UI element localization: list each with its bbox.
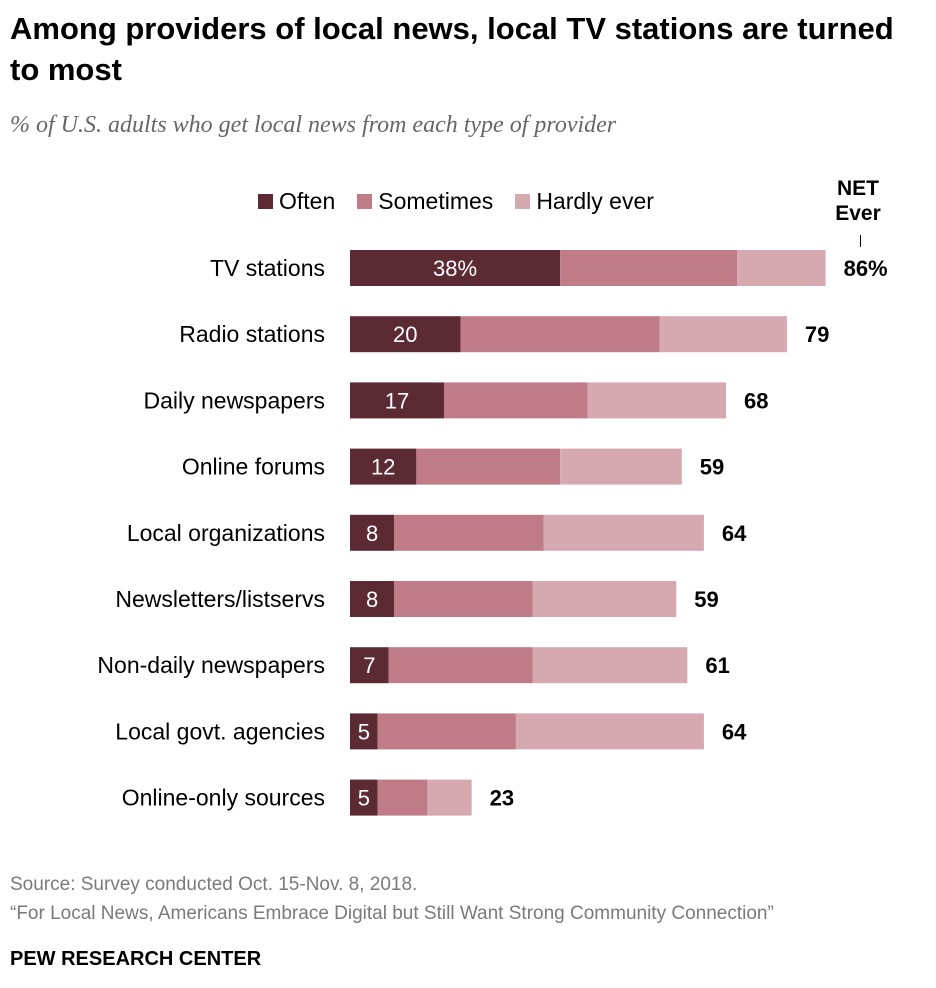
legend-label-often: Often (279, 187, 336, 214)
data-label-often-non-daily-newspapers: 7 (363, 653, 375, 678)
legend-item-sometimes: Sometimes (357, 188, 493, 215)
data-label-often-daily-newspapers: 17 (385, 388, 409, 413)
legend-swatch-often (258, 193, 273, 209)
legend-label-hardly-ever: Hardly ever (536, 187, 654, 214)
stacked-bar-chart: TV stations 38% 86% Radio stations 20 79 Daily… (97, 250, 888, 816)
legend-swatch-hardly-ever (515, 193, 531, 209)
data-label-often-local-organizations: 8 (366, 521, 378, 546)
net-label-non-daily-newspapers: 61 (705, 653, 729, 678)
net-ever-tick (860, 235, 861, 247)
bar-often-daily-newspapers (350, 382, 445, 419)
legend-swatch-sometimes (357, 193, 373, 209)
bar-often-local-govt-agencies (350, 713, 378, 750)
net-label-daily-newspapers: 68 (744, 388, 768, 413)
legend-item-often: Often (258, 188, 335, 215)
bar-sometimes-local-organizations (394, 514, 544, 551)
chart-subtitle: % of U.S. adults who get local news from… (10, 112, 617, 138)
legend: Often Sometimes Hardly ever (258, 186, 676, 216)
bar-often-online-forums (350, 448, 417, 485)
data-label-often-newsletters-listservs: 8 (366, 587, 378, 612)
legend-item-hardly-ever: Hardly ever (515, 188, 654, 215)
bar-hardly-ever-tv-stations (737, 250, 826, 286)
category-label-online-forums: Online forums (182, 454, 325, 480)
bar-often-radio-stations (350, 316, 461, 353)
net-label-local-govt-agencies: 64 (722, 719, 747, 744)
net-label-local-organizations: 64 (722, 521, 747, 546)
report-title-note: “For Local News, Americans Embrace Digit… (10, 903, 774, 924)
bar-hardly-ever-daily-newspapers (587, 382, 727, 419)
category-label-tv-stations: TV stations (210, 255, 325, 281)
bar-sometimes-non-daily-newspapers (388, 647, 533, 684)
net-label-tv-stations: 86% (844, 256, 888, 281)
net-label-newsletters-listservs: 59 (694, 587, 718, 612)
bar-sometimes-online-only-sources (377, 779, 428, 816)
bar-often-local-organizations (350, 514, 395, 551)
data-label-often-tv-stations: 38% (433, 256, 477, 281)
net-ever-header: NET Ever (835, 177, 881, 225)
net-label-radio-stations: 79 (805, 322, 829, 347)
bar-hardly-ever-newsletters-listservs (532, 581, 677, 617)
bar-often-online-only-sources (350, 779, 378, 816)
data-label-often-radio-stations: 20 (393, 322, 417, 347)
bar-often-newsletters-listservs (350, 581, 395, 617)
bar-often-non-daily-newspapers (350, 647, 389, 684)
category-label-online-only-sources: Online-only sources (122, 785, 325, 811)
bar-sometimes-newsletters-listservs (394, 581, 533, 617)
brand-logo-text: PEW RESEARCH CENTER (10, 948, 262, 970)
bar-sometimes-tv-stations (560, 250, 738, 286)
data-label-often-local-govt-agencies: 5 (358, 719, 370, 744)
source-note: Source: Survey conducted Oct. 15-Nov. 8,… (10, 874, 418, 895)
category-label-non-daily-newspapers: Non-daily newspapers (97, 652, 325, 678)
bar-hardly-ever-local-organizations (543, 514, 704, 551)
bar-hardly-ever-online-only-sources (427, 779, 472, 816)
bar-hardly-ever-local-govt-agencies (515, 713, 704, 750)
bar-sometimes-radio-stations (460, 316, 660, 353)
bar-sometimes-online-forums (416, 448, 561, 485)
category-label-radio-stations: Radio stations (179, 321, 325, 347)
category-label-local-govt-agencies: Local govt. agencies (115, 718, 325, 744)
category-label-daily-newspapers: Daily newspapers (143, 387, 325, 413)
net-label-online-only-sources: 23 (490, 786, 514, 811)
bar-sometimes-local-govt-agencies (377, 713, 516, 750)
bar-hardly-ever-non-daily-newspapers (532, 647, 688, 684)
data-label-often-online-forums: 12 (371, 455, 395, 480)
legend-label-sometimes: Sometimes (378, 187, 494, 214)
bar-sometimes-daily-newspapers (444, 382, 588, 419)
bar-often-tv-stations (350, 250, 561, 286)
category-label-local-organizations: Local organizations (127, 520, 325, 546)
net-label-online-forums: 59 (700, 455, 724, 480)
chart-title: Among providers of local news, local TV … (10, 11, 894, 87)
bar-hardly-ever-online-forums (560, 448, 682, 485)
category-label-newsletters-listservs: Newsletters/listservs (115, 586, 325, 612)
bar-hardly-ever-radio-stations (659, 316, 787, 353)
data-label-often-online-only-sources: 5 (358, 786, 370, 811)
